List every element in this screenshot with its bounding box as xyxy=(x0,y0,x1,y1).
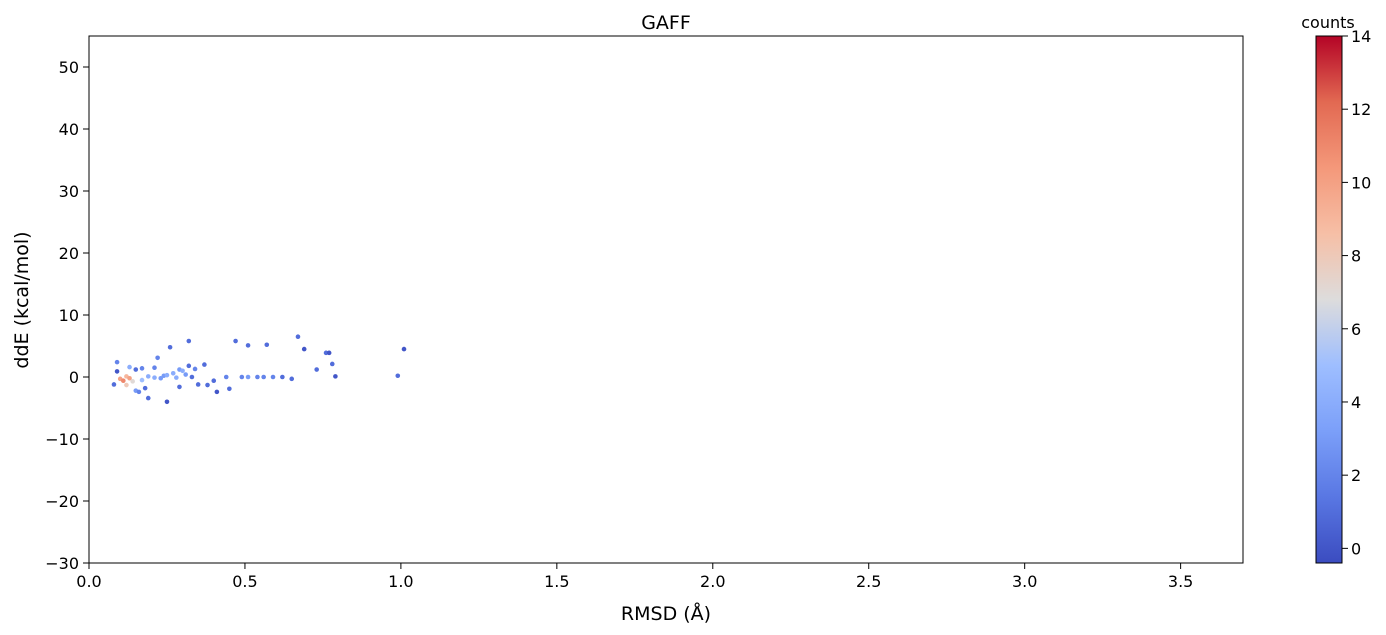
data-point xyxy=(145,395,151,401)
data-point xyxy=(301,346,307,352)
colorbar: 0 2 4 6 8 10 12 14 counts xyxy=(1301,13,1371,564)
x-tick-label: 2.0 xyxy=(700,572,725,591)
data-point xyxy=(223,374,229,380)
y-tick-label: 40 xyxy=(59,120,79,139)
colorbar-tick-label: 10 xyxy=(1351,173,1371,192)
data-point xyxy=(139,377,145,383)
data-point xyxy=(174,375,179,380)
data-point xyxy=(127,364,132,370)
y-tick-label: −30 xyxy=(45,554,79,573)
y-axis: −30 −20 −10 0 10 20 30 40 50 xyxy=(45,58,89,573)
data-point xyxy=(127,375,132,381)
data-point xyxy=(145,374,151,379)
colorbar-gradient xyxy=(1315,35,1343,564)
data-point xyxy=(192,366,198,372)
y-tick-label: 30 xyxy=(59,182,79,201)
colorbar-tick-label: 8 xyxy=(1351,247,1361,266)
x-tick-label: 0.0 xyxy=(76,572,101,591)
data-point xyxy=(326,350,332,356)
colorbar-tick-label: 0 xyxy=(1351,539,1361,558)
colorbar-label: counts xyxy=(1301,13,1354,32)
data-point xyxy=(164,372,170,378)
data-point xyxy=(136,389,142,395)
colorbar-tick-label: 14 xyxy=(1351,27,1371,46)
plot-area xyxy=(88,35,1244,564)
data-point xyxy=(395,373,401,379)
data-point xyxy=(152,365,157,371)
x-tick-label: 3.0 xyxy=(1012,572,1037,591)
data-point xyxy=(189,374,195,380)
data-point xyxy=(114,359,120,365)
data-point xyxy=(202,362,207,367)
data-point xyxy=(289,376,295,382)
colorbar-tick-label: 4 xyxy=(1351,393,1361,412)
data-point xyxy=(314,367,319,372)
data-point xyxy=(214,389,220,395)
data-point xyxy=(270,374,276,380)
x-tick-label: 1.0 xyxy=(388,572,413,591)
data-point xyxy=(142,385,148,391)
data-point xyxy=(183,372,188,377)
data-point xyxy=(261,374,266,380)
data-point xyxy=(280,374,285,380)
data-point xyxy=(227,386,232,392)
y-tick-label: −10 xyxy=(45,430,79,449)
x-tick-label: 0.5 xyxy=(232,572,257,591)
data-point xyxy=(124,382,129,388)
data-point xyxy=(139,366,145,371)
data-point xyxy=(152,375,157,380)
scatter-points xyxy=(111,334,407,405)
data-point xyxy=(401,346,407,352)
data-point xyxy=(245,343,251,348)
data-point xyxy=(186,363,192,369)
colorbar-ticks: 0 2 4 6 8 10 12 14 xyxy=(1342,27,1371,558)
x-tick-label: 1.5 xyxy=(544,572,569,591)
data-point xyxy=(164,399,170,405)
y-tick-label: 10 xyxy=(59,306,79,325)
data-point xyxy=(186,338,192,344)
y-tick-label: 0 xyxy=(69,368,79,387)
data-point xyxy=(167,344,173,350)
data-point xyxy=(155,355,160,361)
x-tick-label: 3.5 xyxy=(1168,572,1193,591)
data-point xyxy=(329,361,335,367)
data-point xyxy=(130,379,135,384)
chart-title: GAFF xyxy=(641,12,691,34)
data-point xyxy=(121,378,126,384)
y-axis-label: ddE (kcal/mol) xyxy=(11,231,33,368)
data-point xyxy=(158,375,164,381)
data-point xyxy=(114,369,120,374)
data-point xyxy=(211,378,217,384)
data-point xyxy=(133,367,139,372)
data-point xyxy=(239,374,245,380)
x-tick-label: 2.5 xyxy=(856,572,881,591)
y-tick-label: 20 xyxy=(59,244,79,263)
data-point xyxy=(170,370,176,376)
y-tick-label: −20 xyxy=(45,492,79,511)
data-point xyxy=(111,382,117,387)
data-point xyxy=(195,382,201,387)
data-point xyxy=(245,374,251,380)
colorbar-tick-label: 6 xyxy=(1351,320,1361,339)
data-point xyxy=(180,368,185,374)
x-axis: 0.0 0.5 1.0 1.5 2.0 2.5 3.0 3.5 xyxy=(76,563,1193,591)
data-point xyxy=(255,374,260,380)
x-axis-label: RMSD (Å) xyxy=(621,602,711,625)
data-point xyxy=(233,338,238,344)
data-point xyxy=(333,374,338,379)
y-tick-label: 50 xyxy=(59,58,79,77)
data-point xyxy=(295,334,301,340)
colorbar-tick-label: 2 xyxy=(1351,466,1361,485)
data-point xyxy=(177,384,182,390)
data-point xyxy=(264,342,270,348)
colorbar-tick-label: 12 xyxy=(1351,100,1371,119)
data-point xyxy=(205,382,210,388)
